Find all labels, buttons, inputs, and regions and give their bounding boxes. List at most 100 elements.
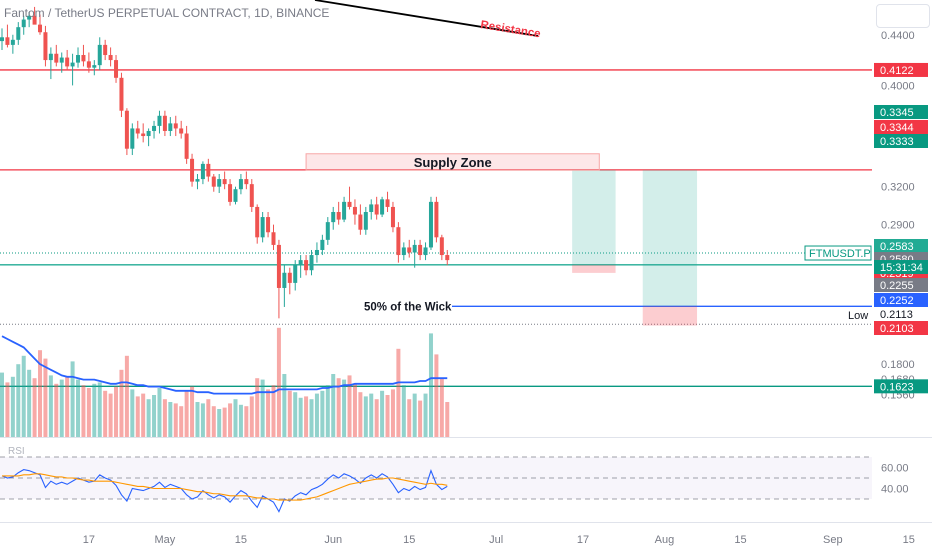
candle-body: [184, 133, 189, 159]
candle: [130, 123, 135, 156]
x-tick-label: 17: [577, 534, 589, 546]
candle: [32, 6, 37, 25]
candle-body: [141, 133, 146, 137]
volume-bar: [396, 348, 401, 437]
candle: [16, 22, 21, 45]
volume-bar: [369, 393, 374, 437]
candle: [336, 201, 341, 225]
rsi-tick-label: 60.00: [881, 463, 909, 475]
supply-zone: [305, 153, 600, 171]
volume-bar: [374, 399, 379, 437]
volume-bar: [97, 382, 102, 437]
price-label: 0.3345: [880, 107, 914, 119]
volume-bar: [10, 376, 15, 437]
symbol-tag-bg: [804, 245, 872, 261]
candle: [5, 24, 10, 48]
price-label-bg: [874, 134, 928, 148]
price-label-bg: [874, 321, 928, 335]
candle: [390, 201, 395, 233]
price-label: 0.2252: [880, 295, 914, 307]
volume-bar: [48, 375, 53, 437]
candle: [396, 222, 401, 263]
candle: [418, 239, 423, 261]
volume-bar: [314, 393, 319, 437]
candle-body: [293, 265, 298, 283]
candle-body: [157, 115, 162, 126]
candle: [0, 28, 4, 50]
volume-bar: [5, 382, 10, 437]
price-label-bg: [874, 239, 928, 253]
candle: [81, 44, 86, 67]
volume-bar: [16, 364, 21, 437]
candle-body: [434, 201, 439, 238]
candle: [407, 239, 412, 258]
candle-body: [331, 212, 336, 223]
candle: [445, 249, 450, 266]
volume-bar: [271, 385, 276, 437]
toolbar-button[interactable]: [876, 4, 930, 28]
candle: [271, 224, 276, 250]
volume-bar: [27, 369, 32, 437]
candle-body: [76, 55, 81, 63]
candle: [260, 212, 265, 243]
volume-bar: [228, 403, 233, 437]
candle-body: [168, 123, 173, 131]
candle-body: [21, 19, 26, 28]
candle-body: [352, 206, 357, 215]
candle-body: [10, 39, 15, 45]
volume-bar: [38, 350, 43, 437]
volume-bar: [287, 390, 292, 437]
candle-body: [336, 212, 341, 220]
candle: [352, 199, 357, 225]
candle: [276, 239, 281, 319]
volume-bar: [428, 333, 433, 437]
candle-body: [249, 184, 254, 207]
candle: [304, 255, 309, 276]
candle-body: [135, 128, 140, 134]
price-label-bg: [874, 379, 928, 394]
resistance-trendline: [314, 0, 539, 37]
volume-bar: [103, 390, 108, 437]
volume-bar: [152, 395, 157, 437]
candle: [320, 234, 325, 256]
volume-bar: [331, 374, 336, 437]
x-tick-label: 15: [903, 534, 915, 546]
candle-body: [369, 204, 374, 212]
volume-bar: [76, 379, 81, 437]
long-stop-zone: [572, 264, 616, 273]
low-label: Low: [848, 310, 868, 322]
candle: [119, 72, 124, 118]
volume-bar: [162, 399, 167, 437]
volume-bar: [184, 390, 189, 437]
candle: [206, 158, 211, 182]
candle-body: [407, 247, 412, 253]
volume-bar: [363, 396, 368, 437]
candle-body: [92, 65, 97, 68]
candle-body: [418, 244, 423, 256]
candle: [244, 171, 249, 190]
long-stop-zone: [642, 306, 698, 326]
candle-body: [266, 217, 271, 233]
volume-bar: [342, 379, 347, 437]
candle-body: [32, 15, 37, 25]
candle: [369, 199, 374, 220]
candle: [380, 196, 385, 218]
candle-body: [342, 201, 347, 220]
price-label-bg: [874, 278, 928, 292]
candle-body: [222, 179, 227, 185]
candle-body: [103, 44, 108, 56]
candle: [27, 11, 32, 28]
candle-body: [162, 115, 167, 131]
long-target-zone: [572, 169, 616, 265]
x-tick-label: Sep: [823, 534, 843, 546]
candle-body: [238, 179, 243, 190]
candle-body: [0, 37, 4, 42]
candle-body: [423, 247, 428, 256]
volume-bar: [54, 383, 59, 437]
candle-body: [271, 232, 276, 245]
volume-bar: [135, 396, 140, 437]
volume-bar: [217, 409, 222, 437]
volume-bar: [445, 402, 450, 437]
